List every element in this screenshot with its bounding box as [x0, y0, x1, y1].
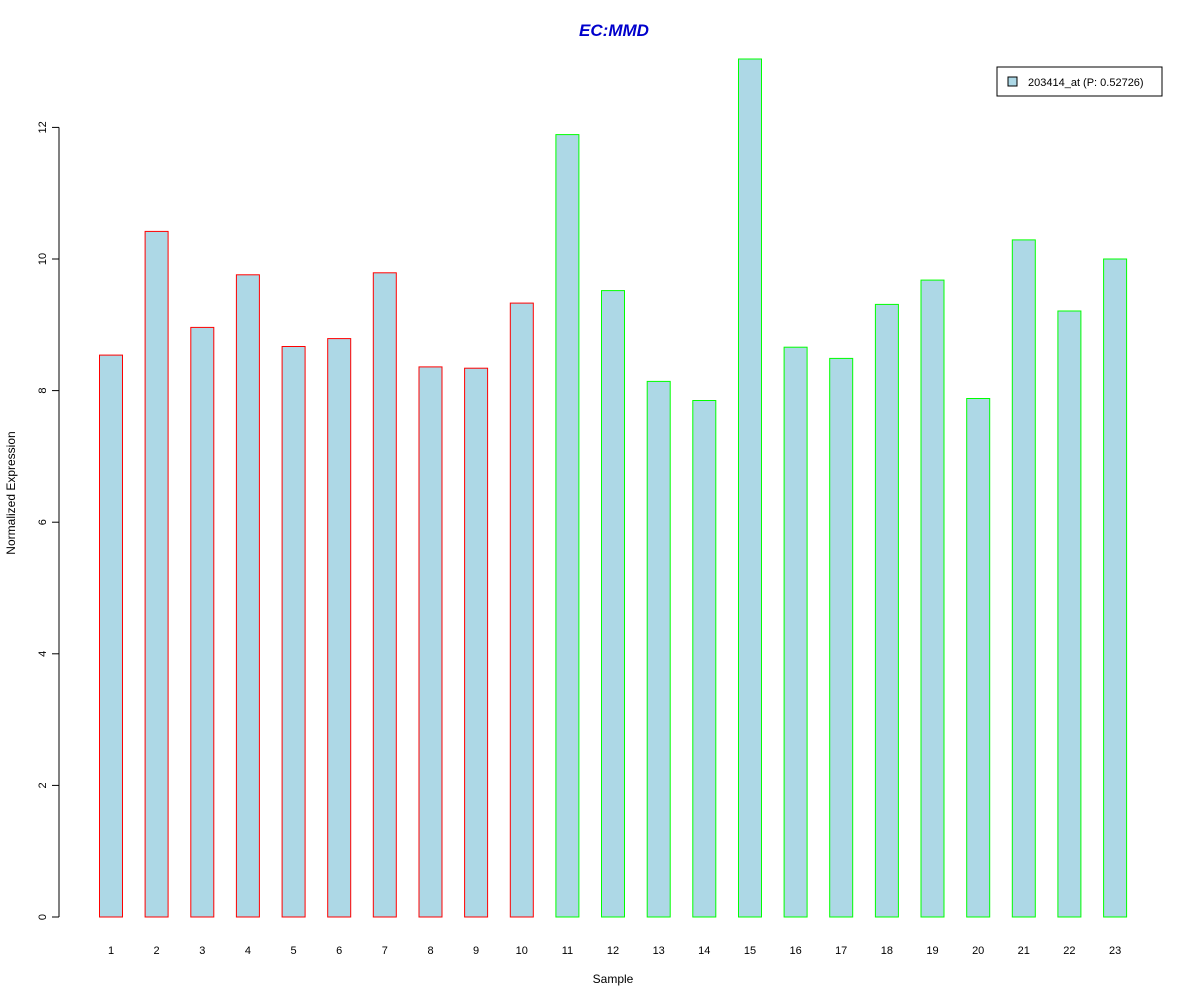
- y-tick-label: 2: [37, 782, 49, 788]
- bar-sample-13: [646, 380, 671, 918]
- x-tick-label: 2: [154, 945, 160, 957]
- x-tick-label: 3: [199, 945, 205, 957]
- x-tick-label: 16: [789, 945, 801, 957]
- bar-sample-9: [464, 367, 489, 918]
- bar-sample-14: [692, 400, 717, 918]
- x-tick-label: 9: [473, 945, 479, 957]
- chart-title: EC:MMD: [579, 21, 649, 40]
- x-tick-label: 11: [562, 945, 573, 957]
- x-tick-label: 1: [108, 945, 114, 957]
- y-tick-label: 6: [37, 519, 49, 525]
- legend-series-label: 203414_at (P: 0.52726): [1028, 77, 1144, 89]
- legend-box: [996, 66, 1163, 97]
- bar-sample-4: [235, 274, 260, 918]
- x-tick-label: 12: [607, 945, 619, 957]
- y-tick-label: 8: [37, 388, 49, 394]
- x-tick-label: 10: [516, 945, 528, 957]
- bar-sample-7: [372, 272, 397, 918]
- y-tick-label: 4: [37, 651, 49, 657]
- x-tick-label: 22: [1063, 945, 1075, 957]
- bar-sample-16: [783, 346, 808, 918]
- x-axis-label: Sample: [593, 972, 634, 986]
- y-tick-label: 0: [37, 914, 49, 920]
- x-tick-label: 6: [336, 945, 342, 957]
- x-tick-label: 7: [382, 945, 388, 957]
- x-tick-label: 13: [653, 945, 665, 957]
- bar-sample-18: [874, 303, 899, 918]
- x-tick-label: 17: [835, 945, 847, 957]
- legend-swatch: [1007, 76, 1018, 87]
- bar-sample-21: [1011, 239, 1036, 918]
- x-tick-label: 21: [1018, 945, 1030, 957]
- x-tick-label: 20: [972, 945, 984, 957]
- bar-sample-15: [738, 58, 762, 918]
- bar-sample-10: [509, 302, 534, 918]
- bar-sample-3: [190, 326, 215, 918]
- bar-sample-5: [281, 346, 306, 918]
- y-axis-label: Normalized Expression: [4, 431, 18, 554]
- bar-sample-8: [418, 366, 443, 918]
- x-tick-label: 18: [881, 945, 893, 957]
- x-tick-label: 23: [1109, 945, 1121, 957]
- bar-sample-19: [920, 279, 945, 918]
- x-axis-tick-labels: 1 2 3 4 5 6 7 8 9 10 11 12 13 14 15 16 17 18 19 20 21 22 23: [108, 945, 1121, 957]
- bar-sample-2: [144, 230, 169, 918]
- y-axis: 0 2 4 6 8 10 12: [37, 121, 60, 920]
- y-tick-label: 10: [37, 253, 49, 265]
- x-tick-label: 5: [291, 945, 297, 957]
- bars: [99, 58, 1128, 918]
- x-tick-label: 8: [427, 945, 433, 957]
- bar-sample-23: [1103, 258, 1128, 918]
- y-tick-label: 12: [37, 121, 49, 133]
- legend: 203414_at (P: 0.52726): [996, 66, 1163, 97]
- x-tick-label: 19: [926, 945, 938, 957]
- x-tick-label: 15: [744, 945, 756, 957]
- x-tick-label: 14: [698, 945, 710, 957]
- bar-sample-20: [966, 398, 991, 918]
- bar-sample-1: [99, 354, 123, 918]
- bar-sample-12: [601, 290, 625, 918]
- bar-sample-6: [327, 338, 352, 918]
- bar-sample-22: [1057, 310, 1082, 918]
- bar-sample-17: [829, 357, 854, 918]
- x-tick-label: 4: [245, 945, 251, 957]
- bar-sample-11: [555, 134, 580, 918]
